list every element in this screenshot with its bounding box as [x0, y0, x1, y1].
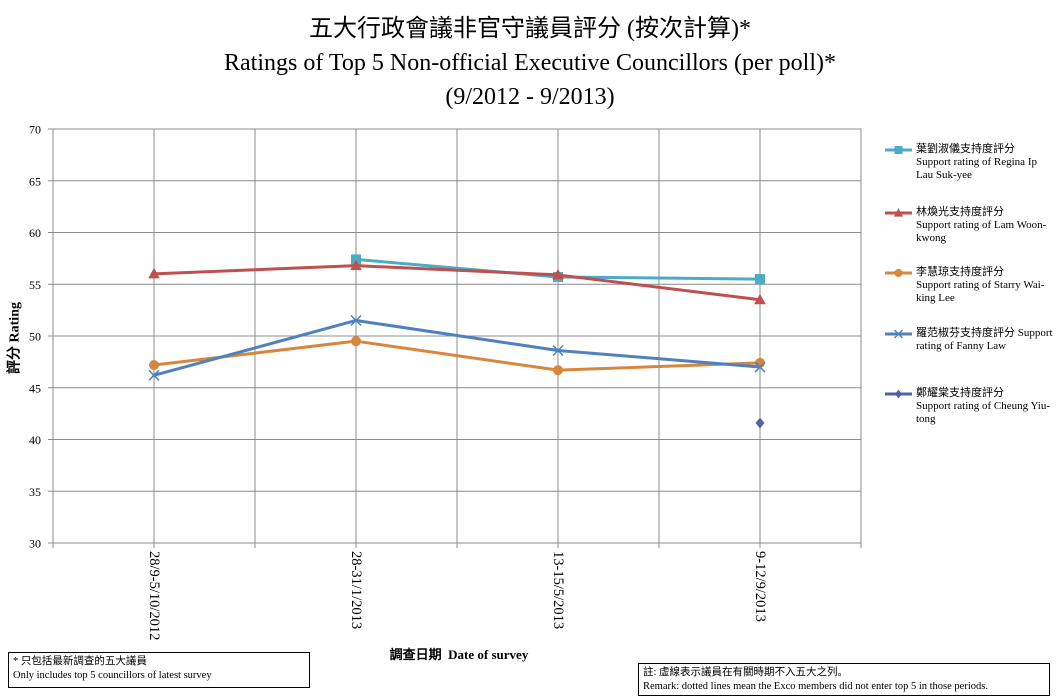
y-tick-label: 35: [29, 485, 41, 499]
chart-period: (9/2012 - 9/2013): [445, 84, 615, 110]
legend-marker: [893, 329, 904, 339]
series-line-lam-woon-kwong: [152, 264, 358, 276]
legend-item-lam-woon-kwong: 林煥光支持度評分 Support rating of Lam Woon-kwon…: [884, 206, 1056, 256]
remark-en: Remark: dotted lines mean the Exco membe…: [643, 681, 988, 692]
remark-box: 註: 虛線表示議員在有關時期不入五大之列。 Remark: dotted lin…: [638, 663, 1050, 696]
data-point-fanny-law: [148, 369, 160, 381]
legend-swatch-fanny-law: [885, 329, 912, 339]
chart-title-block: 五大行政會議非官守議員評分 (按次計算)* Ratings of Top 5 N…: [0, 12, 1060, 114]
x-category-label: 28/9-5/10/2012: [146, 551, 162, 640]
legend-item-regina-ip: 葉劉淑儀支持度評分 Support rating of Regina Ip La…: [884, 143, 1056, 193]
y-tick-label: 50: [29, 330, 41, 344]
series-cheung-yiu-tong: [755, 417, 765, 429]
data-point-lam-woon-kwong: [552, 268, 564, 280]
data-point-starry-lee: [149, 359, 159, 370]
legend-marker: [893, 208, 904, 217]
remark-zh: 註: 虛線表示議員在有關時期不入五大之列。: [643, 667, 849, 678]
legend-item-fanny-law: 羅范椒芬支持度評分 Support rating of Fanny Law: [884, 327, 1056, 377]
legend-label: 林煥光支持度評分 Support rating of Lam Woon-kwon…: [916, 206, 1047, 244]
legend-swatch-starry-lee: [885, 269, 912, 277]
series-line-regina-ip: [556, 275, 762, 281]
legend-label: 鄭耀棠支持度評分 Support rating of Cheung Yiu-to…: [916, 387, 1051, 425]
legend-marker: [894, 146, 903, 154]
legend-label: 李慧琼支持度評分 Support rating of Starry Wai-ki…: [916, 266, 1045, 304]
legend-swatch-lam-woon-kwong: [885, 208, 912, 217]
data-point-lam-woon-kwong: [148, 267, 160, 279]
y-tick-label: 65: [29, 174, 41, 188]
legend-item-cheung-yiu-tong: 鄭耀棠支持度評分 Support rating of Cheung Yiu-to…: [884, 387, 1056, 437]
series-line-lam-woon-kwong: [354, 264, 560, 277]
legend-swatch-cheung-yiu-tong: [885, 389, 912, 399]
y-tick-label: 55: [29, 278, 41, 292]
series-line-starry-lee: [152, 339, 358, 367]
legend-marker: [894, 269, 903, 277]
legend-label: 葉劉淑儀支持度評分 Support rating of Regina Ip La…: [916, 143, 1037, 181]
chart-title: 五大行政會議非官守議員評分 (按次計算)*: [309, 16, 751, 42]
series-line-fanny-law: [152, 318, 358, 377]
x-category-label: 9-12/9/2013: [752, 551, 768, 622]
footnote-en: Only includes top 5 councillors of lates…: [13, 670, 212, 681]
legend-swatch-regina-ip: [885, 146, 912, 154]
legend-label: 羅范椒芬支持度評分 Support rating of Fanny Law: [916, 327, 1053, 352]
legend-marker: [894, 389, 903, 399]
y-tick-label: 70: [29, 123, 41, 137]
x-category-label: 13-15/5/2013: [550, 551, 566, 629]
data-point-fanny-law: [552, 344, 564, 357]
y-tick-label: 60: [29, 226, 41, 240]
series-line-starry-lee: [354, 339, 560, 372]
plot-area-frame: [52, 128, 862, 544]
data-point-fanny-law: [350, 314, 362, 327]
data-point-regina-ip: [755, 274, 765, 285]
data-point-lam-woon-kwong: [350, 259, 362, 271]
data-point-starry-lee: [351, 336, 361, 347]
series-fanny-law: [148, 314, 766, 381]
data-point-starry-lee: [553, 365, 563, 376]
y-tick-label: 45: [29, 381, 41, 395]
footnote-zh: * 只包括最新調查的五大議員: [13, 656, 147, 667]
legend-item-starry-lee: 李慧琼支持度評分 Support rating of Starry Wai-ki…: [884, 266, 1056, 316]
data-point-lam-woon-kwong: [754, 293, 766, 305]
data-point-fanny-law: [754, 361, 766, 373]
series-line-fanny-law: [354, 318, 560, 352]
y-axis-title: 評分 Rating: [6, 302, 23, 374]
data-point-cheung-yiu-tong: [755, 417, 765, 429]
series-line-lam-woon-kwong: [556, 273, 762, 302]
y-tick-label: 30: [29, 537, 41, 551]
gridlines: [48, 128, 862, 548]
series-line-fanny-law: [556, 348, 762, 369]
x-axis-title: 調查日期 Date of survey: [389, 647, 529, 662]
chart-subtitle: Ratings of Top 5 Non-official Executive …: [224, 50, 836, 76]
x-category-label: 28-31/1/2013: [348, 551, 364, 629]
series-lam-woon-kwong: [148, 259, 766, 305]
y-tick-label: 40: [29, 433, 41, 447]
data-point-regina-ip: [351, 254, 361, 265]
footnote-box: * 只包括最新調查的五大議員 Only includes top 5 counc…: [8, 652, 310, 688]
